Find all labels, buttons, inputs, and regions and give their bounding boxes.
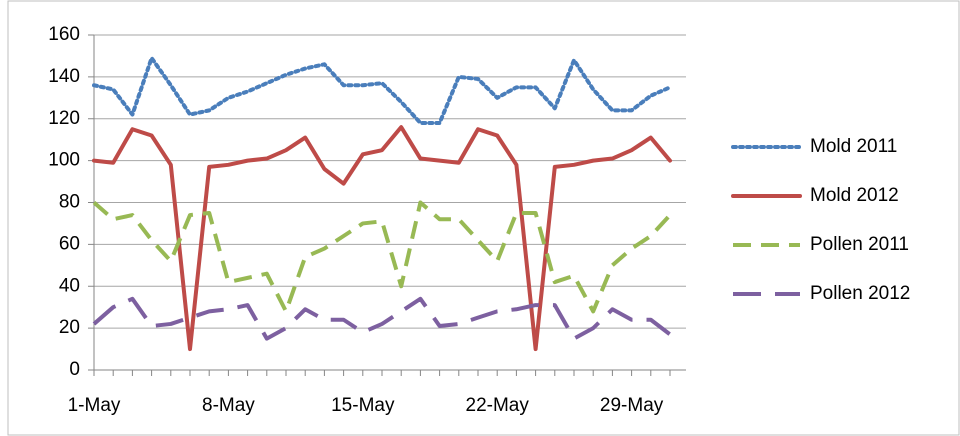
- legend-label: Mold 2012: [810, 185, 899, 206]
- y-tick-label: 0: [69, 359, 80, 380]
- series-line: [92, 125, 672, 352]
- y-tick-label: 20: [59, 317, 80, 338]
- y-tick-label: 120: [48, 108, 80, 129]
- x-tick-label: 22-May: [466, 395, 530, 416]
- series-line: [92, 296, 672, 341]
- chart-border: [7, 0, 960, 436]
- series-line: [92, 56, 672, 125]
- legend-label: Pollen 2012: [810, 283, 910, 304]
- x-tick-label: 1-May: [68, 395, 121, 416]
- legend-label: Pollen 2011: [810, 234, 909, 255]
- y-tick-label: 80: [59, 192, 80, 213]
- y-tick-label: 140: [48, 66, 80, 87]
- legend-label: Mold 2011: [810, 136, 897, 157]
- x-tick-label: 29-May: [600, 395, 664, 416]
- y-tick-label: 40: [59, 275, 80, 296]
- y-tick-label: 160: [48, 24, 80, 45]
- series-line: [92, 200, 672, 314]
- y-tick-label: 60: [59, 233, 80, 254]
- x-tick-label: 8-May: [202, 395, 255, 416]
- x-tick-label: 15-May: [331, 395, 395, 416]
- y-tick-label: 100: [48, 150, 80, 171]
